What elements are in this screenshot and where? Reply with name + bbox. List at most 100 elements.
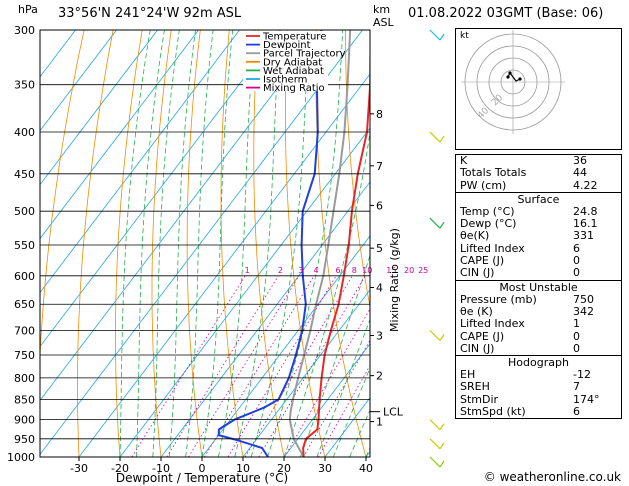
pressure-tick-label: 800	[14, 372, 35, 385]
wind-barb	[429, 456, 441, 468]
mixing-ratio-label: 1	[245, 266, 250, 275]
wind-barb-flag	[439, 460, 445, 468]
mixing-ratio-line	[317, 364, 370, 457]
row-label: Lifted Index	[460, 317, 525, 331]
isotherm-line	[40, 30, 158, 186]
mixing-ratio-line	[284, 308, 370, 457]
isotherm-line	[78, 73, 370, 457]
legend-entry: Wet Adiabat	[263, 66, 324, 77]
wet-adiabat-line	[119, 30, 151, 457]
isotherm-line	[40, 30, 199, 240]
row-value: 6	[573, 405, 580, 419]
wind-barb-flag	[439, 221, 445, 229]
pressure-tick-label: 400	[14, 126, 35, 139]
row-label: Pressure (mb)	[460, 292, 537, 306]
row-label: Totals Totals	[460, 166, 527, 180]
wind-barb-flag	[439, 442, 445, 450]
legend-entry: Mixing Ratio	[263, 83, 325, 94]
temperature-tick-label: 0	[199, 462, 206, 475]
mixing-ratio-label: 4	[313, 266, 318, 275]
mixing-ratio-label: 2	[278, 266, 283, 275]
row-value: 44	[573, 166, 587, 180]
km-tick-label: 7	[376, 160, 383, 173]
temperature-tick-label: 20	[277, 462, 291, 475]
table-row: θe(K) 331	[456, 229, 621, 243]
wind-barb	[429, 419, 441, 431]
row-value: 331	[573, 229, 594, 243]
isotherm-line	[119, 127, 370, 457]
table-row: K 36	[456, 154, 621, 167]
row-label: PW (cm)	[460, 178, 507, 192]
dry-adiabat-line	[77, 30, 114, 457]
table-row: CIN (J) 0	[456, 342, 621, 355]
mixing-ratio-line	[303, 339, 370, 457]
isotherm-line	[160, 181, 370, 457]
legend-entry: Temperature	[262, 32, 326, 43]
row-label: StmSpd (kt)	[460, 405, 526, 419]
isotherm-line	[40, 30, 363, 456]
wind-barb-flag	[439, 334, 445, 341]
row-value: 36	[573, 154, 587, 167]
temperature-tick-label: -10	[152, 462, 170, 475]
pressure-tick-label: 300	[14, 24, 35, 37]
mixing-ratio-label: 20	[404, 266, 414, 275]
wind-barb	[429, 438, 441, 450]
indices-table: K 36 Totals Totals 44 PW (cm) 4.22 Surface Te…	[455, 154, 622, 420]
table-row: StmDir 174°	[456, 393, 621, 406]
pressure-tick-label: 900	[14, 414, 35, 427]
row-value: -12	[573, 368, 591, 382]
hodograph-ring-label: 20	[490, 93, 505, 108]
datetime-title: 01.08.2022 03GMT (Base: 06)	[408, 6, 604, 21]
row-label: EH	[460, 368, 476, 382]
hodograph-table-title: Hodograph	[508, 356, 569, 370]
legend-entry: Dry Adiabat	[263, 57, 322, 68]
legend-entry: Parcel Trajectory	[263, 49, 346, 60]
isotherm-line	[40, 30, 117, 132]
row-label: Dewp (°C)	[460, 217, 517, 231]
row-value: 342	[573, 304, 594, 318]
isotherm-line	[283, 343, 370, 457]
row-value: 0	[573, 254, 580, 268]
legend-entry: Dewpoint	[263, 40, 311, 51]
mixing-ratio-line	[244, 275, 353, 457]
table-row: CAPE (J) 0	[456, 254, 621, 268]
row-value: 4.22	[573, 178, 598, 192]
row-value: 0	[573, 266, 580, 280]
temperature-tick-label: 40	[359, 462, 373, 475]
hodograph-point	[506, 75, 510, 79]
mixing-ratio-line	[204, 275, 315, 457]
row-label: Temp (°C)	[460, 204, 515, 218]
pressure-tick-label: 450	[14, 168, 35, 181]
wind-barb-flag	[439, 33, 445, 41]
wind-barb-flag	[439, 135, 445, 143]
table-row: θe (K) 342	[456, 304, 621, 318]
parcel-trajectory-line	[288, 30, 352, 457]
km-tick-label: 1	[376, 416, 383, 429]
temperature-tick-label: -30	[70, 462, 88, 475]
km-label: km	[373, 3, 391, 16]
row-value: 7	[573, 380, 580, 394]
row-value: 16.1	[573, 217, 598, 231]
row-value: 24.8	[573, 204, 598, 218]
row-label: θe (K)	[460, 304, 493, 318]
row-value: 750	[573, 292, 594, 306]
wet-adiabat-line	[185, 30, 214, 457]
lcl-label: LCL	[383, 406, 404, 419]
hodograph-section: Hodograph EH -12 SREH 7 StmDir 174° StmSpd (kt…	[455, 355, 622, 420]
row-label: CIN (J)	[460, 266, 495, 280]
isotherm-line	[201, 235, 370, 457]
table-row: Lifted Index 1	[456, 317, 621, 331]
pressure-tick-label: 350	[14, 79, 35, 92]
km-tick-label: 4	[376, 281, 383, 294]
pressure-tick-label: 850	[14, 393, 35, 406]
mixing-ratio-label: 25	[418, 266, 428, 275]
asl-label: ASL	[373, 16, 394, 29]
wet-adiabat-line	[152, 30, 180, 457]
mixing-ratio-label: 8	[352, 266, 357, 275]
pressure-tick-label: 700	[14, 325, 35, 338]
isotherm-line	[40, 30, 322, 402]
surface-section: Surface Temp (°C) 24.8 Dewp (°C) 16.1 θe(K) 3…	[455, 191, 622, 281]
wet-adiabat-line	[218, 30, 256, 457]
